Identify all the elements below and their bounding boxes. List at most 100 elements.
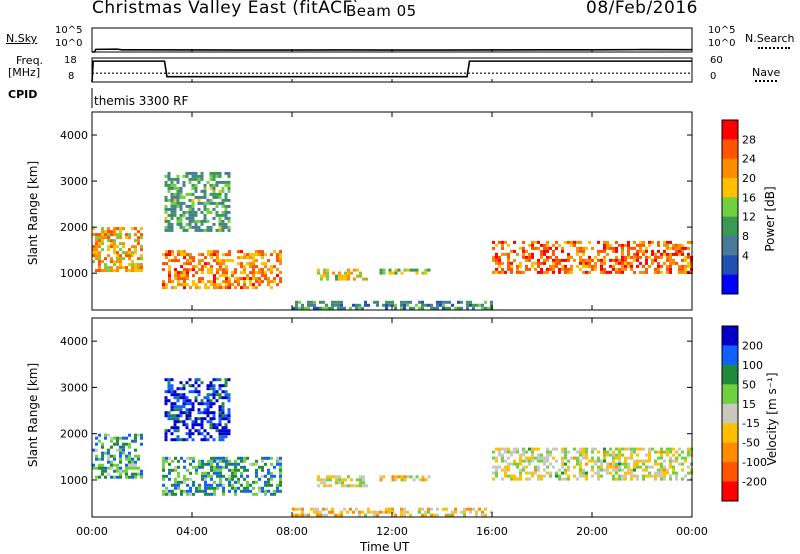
velocity-cell-1 <box>264 456 267 460</box>
velocity-cell-1 <box>276 483 279 487</box>
velocity-cell-5 <box>633 468 636 472</box>
velocity-cell-5 <box>627 456 630 460</box>
velocity-cell-0 <box>137 472 140 476</box>
power-cell-0 <box>134 227 137 231</box>
nsearch-label: N.Search <box>745 32 795 45</box>
power-cell-5 <box>681 267 684 271</box>
power-cell-2 <box>179 189 183 193</box>
power-cell-2 <box>197 228 201 232</box>
power-cell-5 <box>630 267 633 271</box>
date-label: 08/Feb/2016 <box>586 0 698 18</box>
velocity-cell-5 <box>507 447 510 451</box>
velocity-cell-3 <box>350 484 353 488</box>
velocity-colorbar-segment <box>722 481 738 502</box>
power-cell-0 <box>116 233 119 237</box>
velocity-cell-5 <box>639 465 642 469</box>
velocity-cell-2 <box>227 429 231 433</box>
power-cell-1 <box>270 280 273 284</box>
power-cell-5 <box>582 252 585 256</box>
power-cell-0 <box>128 263 131 267</box>
velocity-cell-5 <box>648 456 651 460</box>
power-cell-0 <box>119 254 122 258</box>
velocity-cell-5 <box>522 468 525 472</box>
velocity-cell-0 <box>122 445 125 449</box>
velocity-cell-2 <box>200 411 204 415</box>
power-colorbar-tick: 4 <box>742 249 749 262</box>
power-cell-5 <box>546 258 549 262</box>
velocity-cell-5 <box>552 456 555 460</box>
velocity-cell-2 <box>194 423 198 427</box>
velocity-cell-2 <box>170 393 174 397</box>
velocity-cell-5 <box>510 453 513 457</box>
velocity-cell-2 <box>182 405 186 409</box>
velocity-cell-6 <box>481 513 484 517</box>
power-cell-5 <box>573 240 576 244</box>
velocity-cell-5 <box>582 474 585 478</box>
velocity-cell-5 <box>660 477 663 481</box>
power-cell-2 <box>221 198 225 202</box>
power-cell-3 <box>356 274 359 278</box>
velocity-cell-0 <box>95 466 98 470</box>
power-cell-5 <box>603 243 606 247</box>
power-cell-5 <box>558 267 561 271</box>
power-cell-2 <box>227 204 231 208</box>
velocity-cell-1 <box>276 456 279 460</box>
velocity-cell-1 <box>201 462 204 466</box>
velocity-colorbar-segment <box>722 384 738 405</box>
velocity-cell-2 <box>227 417 231 421</box>
power-cell-1 <box>255 277 258 281</box>
power-cell-1 <box>213 250 216 254</box>
velocity-cell-1 <box>192 492 195 496</box>
power-cell-5 <box>648 243 651 247</box>
velocity-cell-0 <box>122 448 125 452</box>
power-cell-5 <box>624 258 627 262</box>
velocity-cell-1 <box>183 480 186 484</box>
power-cell-3 <box>359 274 362 278</box>
velocity-cell-1 <box>219 456 222 460</box>
velocity-cell-5 <box>585 471 588 475</box>
velocity-cell-5 <box>663 468 666 472</box>
power-cell-2 <box>206 210 210 214</box>
velocity-cell-0 <box>101 466 104 470</box>
power-cell-1 <box>198 268 201 272</box>
velocity-cell-5 <box>573 456 576 460</box>
power-cell-5 <box>639 270 642 274</box>
power-cell-0 <box>125 269 128 273</box>
power-cell-5 <box>618 261 621 265</box>
power-cell-1 <box>243 280 246 284</box>
velocity-cell-1 <box>162 489 165 493</box>
velocity-cell-5 <box>543 462 546 466</box>
power-cell-6 <box>391 300 394 304</box>
power-colorbar-segment <box>722 120 738 140</box>
power-cell-2 <box>215 195 219 199</box>
velocity-cell-5 <box>633 465 636 469</box>
velocity-cell-5 <box>579 471 582 475</box>
velocity-cell-6 <box>373 510 376 514</box>
velocity-cell-0 <box>113 475 116 479</box>
velocity-cell-5 <box>588 459 591 463</box>
power-cell-2 <box>200 195 204 199</box>
velocity-cell-4 <box>397 475 401 479</box>
velocity-cell-5 <box>525 450 528 454</box>
velocity-cell-1 <box>252 480 255 484</box>
power-cell-2 <box>176 219 180 223</box>
velocity-cell-2 <box>200 417 204 421</box>
power-cell-1 <box>276 274 279 278</box>
power-cell-1 <box>225 280 228 284</box>
velocity-cell-2 <box>164 378 168 382</box>
power-cell-5 <box>582 264 585 268</box>
power-cell-2 <box>176 180 180 184</box>
velocity-cell-5 <box>669 459 672 463</box>
power-cell-5 <box>600 270 603 274</box>
power-cell-0 <box>104 230 107 234</box>
power-cell-1 <box>168 268 171 272</box>
velocity-cell-1 <box>264 483 267 487</box>
velocity-cell-2 <box>185 417 189 421</box>
velocity-cell-2 <box>227 420 231 424</box>
velocity-cell-5 <box>561 462 564 466</box>
velocity-cell-0 <box>107 472 110 476</box>
power-cell-6 <box>319 300 322 304</box>
velocity-cell-0 <box>116 439 119 443</box>
power-cell-5 <box>525 264 528 268</box>
power-cell-3 <box>347 268 350 272</box>
